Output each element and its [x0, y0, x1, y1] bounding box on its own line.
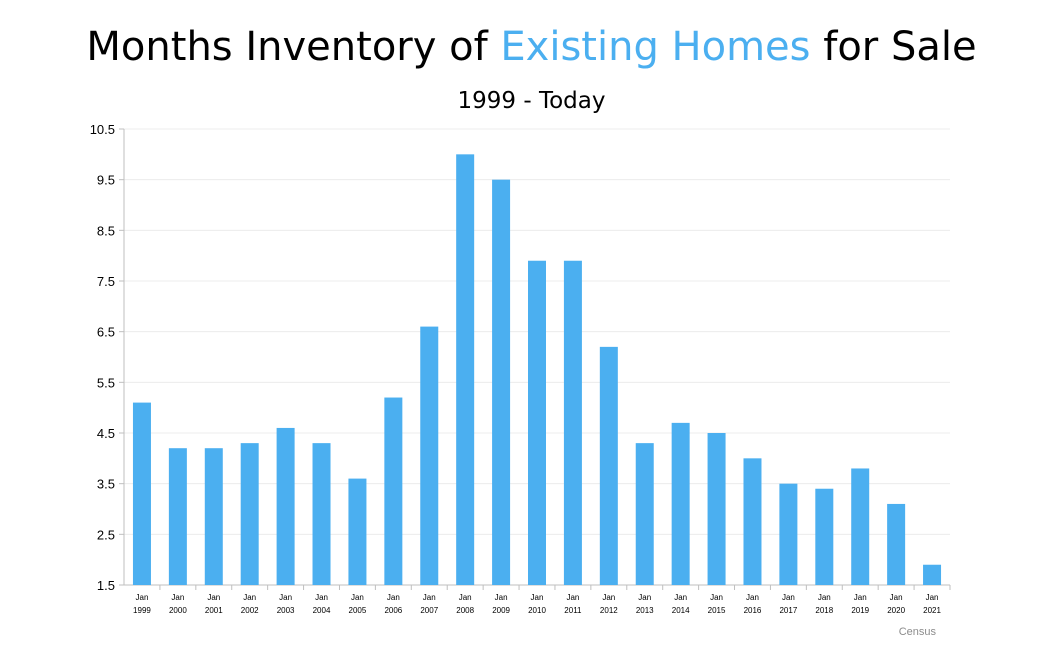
- bar: [815, 488, 834, 585]
- bar: [671, 422, 690, 585]
- bar: [420, 326, 439, 585]
- bar: [887, 503, 906, 585]
- bar: [384, 397, 403, 585]
- x-tick-label-month: Jan: [531, 593, 544, 602]
- bar: [528, 260, 546, 585]
- y-tick-label: 7.5: [97, 274, 115, 289]
- bar: [276, 427, 295, 585]
- source-note: Census: [898, 626, 936, 638]
- x-tick-label-month: Jan: [566, 593, 579, 602]
- bar: [492, 179, 511, 585]
- chart-title: Months Inventory of Existing Homes for S…: [0, 24, 1063, 70]
- x-tick-label-year: 2011: [564, 606, 582, 615]
- bar: [779, 483, 798, 585]
- chart-subtitle: 1999 - Today: [457, 88, 606, 114]
- x-tick-label-month: Jan: [495, 593, 508, 602]
- x-tick-label-month: Jan: [315, 593, 328, 602]
- y-tick-label: 8.5: [97, 223, 115, 238]
- bar: [312, 443, 331, 585]
- x-tick-label-year: 2012: [600, 606, 618, 615]
- x-tick-label-month: Jan: [459, 593, 472, 602]
- bar: [204, 448, 223, 585]
- x-tick-label-year: 2001: [205, 606, 223, 615]
- y-tick-label: 6.5: [97, 325, 115, 340]
- bar: [563, 260, 582, 585]
- x-tick-label-year: 2010: [528, 606, 546, 615]
- x-tick-label-year: 2017: [779, 606, 797, 615]
- y-tick-label: 10.5: [90, 122, 115, 137]
- x-tick-label-month: Jan: [602, 593, 615, 602]
- x-tick-label-month: Jan: [423, 593, 436, 602]
- bar: [348, 478, 367, 585]
- x-tick-label-year: 2007: [420, 606, 438, 615]
- chart-title-accent: Existing Homes: [500, 24, 811, 70]
- y-tick-label: 4.5: [97, 426, 115, 441]
- x-tick-label-year: 2018: [815, 606, 833, 615]
- bar: [456, 154, 475, 586]
- y-tick-label: 1.5: [97, 578, 115, 593]
- bar: [707, 433, 726, 585]
- x-tick-label-month: Jan: [387, 593, 400, 602]
- x-tick-label-year: 2008: [456, 606, 474, 615]
- x-tick-label-month: Jan: [818, 593, 831, 602]
- bar: [743, 458, 762, 585]
- x-tick-label-month: Jan: [638, 593, 651, 602]
- x-tick-label-year: 2006: [384, 606, 402, 615]
- bar: [635, 443, 654, 585]
- x-tick-label-month: Jan: [926, 593, 939, 602]
- x-tick-label-year: 2021: [923, 606, 941, 615]
- x-tick-label-month: Jan: [136, 593, 149, 602]
- x-tick-label-year: 2004: [313, 606, 331, 615]
- x-tick-label-month: Jan: [710, 593, 723, 602]
- x-tick-label-month: Jan: [243, 593, 256, 602]
- x-tick-label-year: 2019: [851, 606, 869, 615]
- bar: [599, 346, 618, 585]
- x-tick-label-month: Jan: [171, 593, 184, 602]
- x-tick-label-month: Jan: [279, 593, 292, 602]
- bar: [240, 443, 259, 585]
- x-tick-label-month: Jan: [890, 593, 903, 602]
- x-tick-label-year: 2014: [672, 606, 690, 615]
- y-tick-label: 5.5: [97, 375, 115, 390]
- x-tick-label-month: Jan: [351, 593, 364, 602]
- x-tick-label-year: 2000: [169, 606, 187, 615]
- x-tick-label-year: 2009: [492, 606, 510, 615]
- x-tick-label-year: 1999: [133, 606, 151, 615]
- x-tick-label-month: Jan: [782, 593, 795, 602]
- y-tick-label: 2.5: [97, 527, 115, 542]
- bar: [923, 564, 942, 585]
- x-tick-label-month: Jan: [207, 593, 220, 602]
- x-tick-label-year: 2005: [349, 606, 367, 615]
- x-tick-label-month: Jan: [854, 593, 867, 602]
- x-tick-label-year: 2003: [277, 606, 295, 615]
- chart-title-part-1: Months Inventory of: [86, 24, 501, 70]
- x-tick-label-month: Jan: [674, 593, 687, 602]
- y-tick-label: 3.5: [97, 477, 115, 492]
- x-tick-label-year: 2013: [636, 606, 654, 615]
- y-tick-label: 9.5: [97, 173, 115, 188]
- chart-title-part-3: for Sale: [810, 24, 977, 70]
- bar: [168, 448, 187, 585]
- x-tick-label-month: Jan: [746, 593, 759, 602]
- bar: [132, 402, 151, 585]
- x-tick-label-year: 2002: [241, 606, 259, 615]
- x-tick-label-year: 2020: [887, 606, 905, 615]
- x-tick-label-year: 2015: [708, 606, 726, 615]
- x-tick-label-year: 2016: [744, 606, 762, 615]
- bar: [851, 468, 870, 585]
